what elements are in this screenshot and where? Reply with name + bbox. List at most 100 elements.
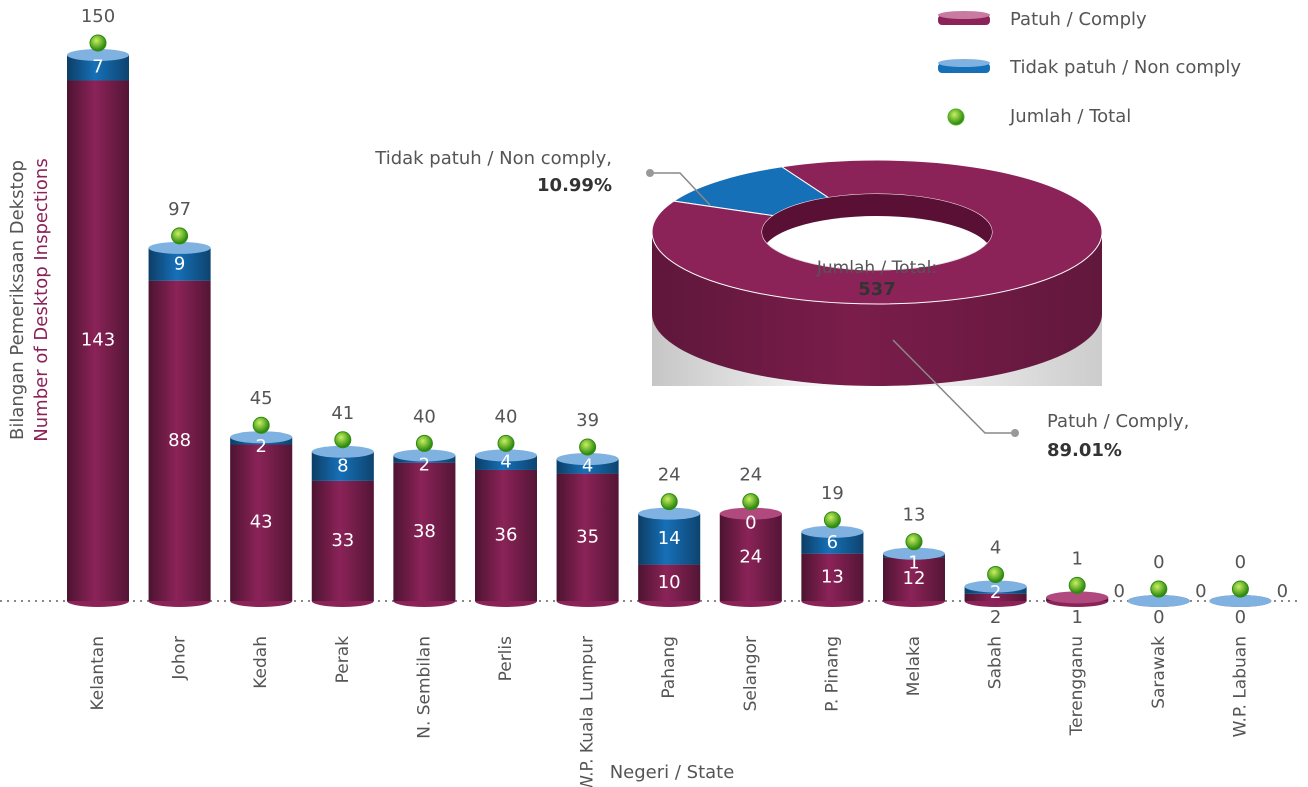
legend-label: Patuh / Comply xyxy=(1010,9,1147,30)
total-label: 4 xyxy=(990,537,1001,558)
x-tick-label: W.P. Labuan xyxy=(1230,636,1250,737)
legend-swatch xyxy=(938,59,990,67)
total-dot xyxy=(987,565,1005,583)
data-label: 7 xyxy=(92,57,103,78)
total-label: 0 xyxy=(1153,552,1164,573)
data-label: 6 xyxy=(827,532,838,553)
data-label: 1 xyxy=(908,553,919,574)
callout xyxy=(650,172,711,206)
data-label: 8 xyxy=(337,455,348,476)
bar-top xyxy=(801,525,864,538)
total-dot xyxy=(579,438,597,456)
bar-shade xyxy=(719,513,782,601)
x-tick-label: Pahang xyxy=(659,636,679,699)
total-label: 0 xyxy=(1235,552,1246,573)
data-label: 0 xyxy=(1277,581,1288,602)
bar-top xyxy=(719,507,782,520)
center-total: 537 xyxy=(858,279,896,300)
data-label: 0 xyxy=(1195,581,1206,602)
total-dot xyxy=(823,511,841,529)
x-tick-label: Kedah xyxy=(251,636,271,689)
bar-shade xyxy=(393,462,456,601)
x-tick-label: Selangor xyxy=(741,636,761,711)
total-label: 19 xyxy=(821,483,844,504)
pie-label: Tidak patuh / Non comply, xyxy=(374,148,612,169)
bar-top xyxy=(148,241,211,254)
pie-value-label: 89.01% xyxy=(1047,440,1122,461)
total-label: 1 xyxy=(1071,548,1082,569)
bar-shade xyxy=(230,444,293,601)
bar-top xyxy=(393,449,456,462)
total-label: 40 xyxy=(413,406,436,427)
total-dot xyxy=(497,434,515,452)
y-axis-label: Bilangan Pemeriksaan Dekstop xyxy=(7,160,28,440)
bar-shade xyxy=(638,513,701,565)
bar-shade xyxy=(67,80,129,602)
bar-top xyxy=(67,49,129,61)
data-label: 0 xyxy=(1113,581,1124,602)
total-dot xyxy=(334,431,352,449)
data-label: 4 xyxy=(582,455,593,476)
data-label: 0 xyxy=(745,513,756,534)
total-label: 13 xyxy=(903,505,926,526)
data-label: 0 xyxy=(1235,607,1246,628)
data-label: 14 xyxy=(658,528,681,549)
total-dot xyxy=(89,34,107,52)
x-tick-label: N. Sembilan xyxy=(414,636,434,739)
data-label: 38 xyxy=(413,521,436,542)
total-dot xyxy=(171,227,189,245)
bar-top xyxy=(311,445,374,458)
total-label: 24 xyxy=(739,465,762,486)
callout-dot xyxy=(646,169,654,177)
data-label: 24 xyxy=(739,546,762,567)
data-label: 33 xyxy=(331,530,354,551)
x-tick-label: Perak xyxy=(333,636,353,684)
data-label: 1 xyxy=(1071,607,1082,628)
y-axis-label: Number of Desktop Inspections xyxy=(31,158,52,441)
center-label: Jumlah / Total: xyxy=(816,258,937,278)
bar-shade xyxy=(148,280,211,601)
bar-top xyxy=(1046,591,1109,604)
x-tick-label: Sabah xyxy=(986,636,1006,689)
total-label: 150 xyxy=(81,6,115,27)
data-label: 2 xyxy=(990,607,1001,628)
bar-top xyxy=(475,449,537,462)
data-label: 2 xyxy=(990,582,1001,603)
data-label: 0 xyxy=(1153,607,1164,628)
data-label: 9 xyxy=(174,253,185,274)
bar-top xyxy=(230,431,293,444)
bar-top xyxy=(638,507,701,520)
total-label: 24 xyxy=(658,465,681,486)
total-dot xyxy=(660,493,678,511)
data-label: 10 xyxy=(658,572,681,593)
total-dot xyxy=(742,493,760,511)
total-label: 40 xyxy=(495,406,518,427)
legend-label: Jumlah / Total xyxy=(1009,106,1131,127)
total-dot xyxy=(1231,580,1249,598)
total-label: 39 xyxy=(576,410,599,431)
bar-shade xyxy=(556,473,619,601)
data-label: 12 xyxy=(903,568,926,589)
bar-shade xyxy=(883,557,945,601)
data-label: 43 xyxy=(250,512,273,533)
callout xyxy=(892,339,1015,434)
pie-value-label: 10.99% xyxy=(537,175,612,196)
data-label: 13 xyxy=(821,566,844,587)
total-dot xyxy=(1150,580,1168,598)
bar-top xyxy=(964,580,1027,593)
total-label: 41 xyxy=(331,403,354,424)
bar-top xyxy=(556,453,619,466)
legend-swatch xyxy=(947,108,965,126)
donut-hole xyxy=(762,216,992,270)
data-label: 88 xyxy=(168,430,191,451)
bar-top xyxy=(1127,595,1190,607)
total-dot xyxy=(1068,576,1086,594)
x-tick-label: Sarawak xyxy=(1149,636,1169,709)
data-label: 36 xyxy=(495,524,518,545)
data-label: 2 xyxy=(419,454,430,475)
bar-shade xyxy=(801,531,864,554)
data-label: 2 xyxy=(255,436,266,457)
bar-top xyxy=(883,547,945,560)
bar-shade xyxy=(311,480,374,601)
